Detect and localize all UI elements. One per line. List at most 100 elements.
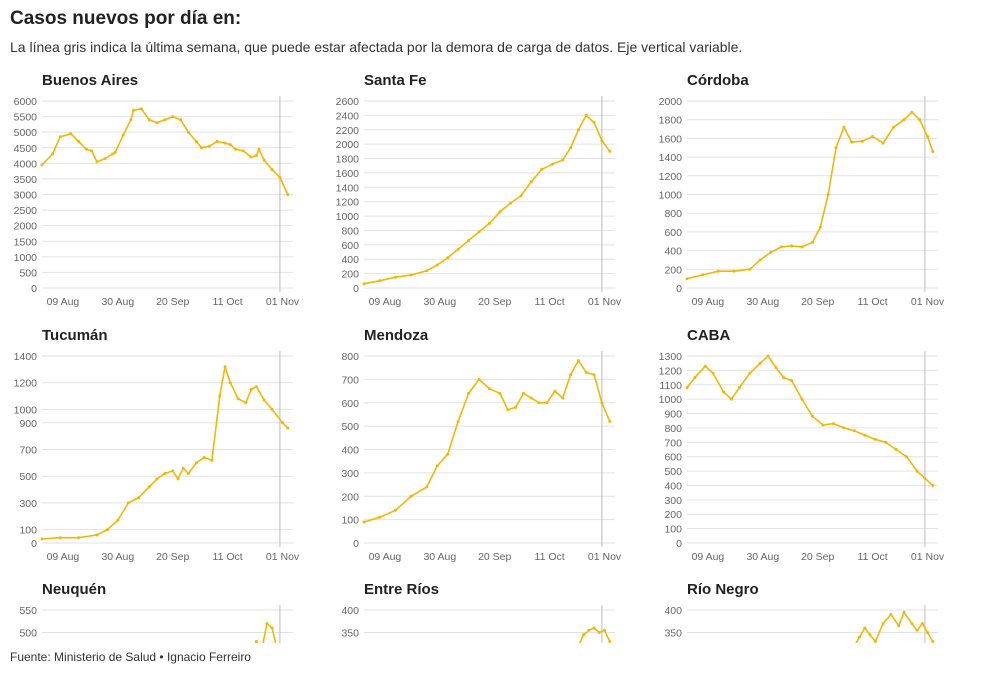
panel-plot: 350 400 — [664, 605, 938, 643]
data-point — [834, 146, 838, 150]
data-point — [863, 626, 867, 630]
chart-title: Casos nuevos por día en: — [10, 8, 242, 29]
y-tick-label: 600 — [664, 227, 682, 239]
y-tick-label: 500 — [19, 628, 37, 640]
data-point — [477, 230, 481, 234]
y-tick-label: 1500 — [14, 236, 38, 248]
y-tick-label: 100 — [19, 525, 37, 537]
y-tick-label: 900 — [19, 418, 37, 430]
data-point — [884, 440, 888, 444]
data-point — [95, 533, 99, 537]
data-point — [477, 377, 481, 381]
y-tick-label: 1400 — [336, 182, 360, 194]
panel-mendoza: Mendoza 0 100 200 300 400 500 600 700 800 09 Aug 3… — [322, 327, 653, 567]
panel-entre-rios: Entre Ríos 350 400 — [322, 581, 653, 643]
panel-plot: 350 400 — [341, 605, 615, 643]
y-tick-label: 2400 — [336, 110, 360, 122]
data-point — [603, 628, 606, 632]
data-point — [176, 477, 180, 481]
data-point — [608, 640, 612, 643]
panel-cordoba: Córdoba 0 200 400 600 800 1000 1200 1400 1600 180… — [645, 72, 976, 312]
data-point — [249, 387, 253, 391]
panel-plot: 0 500 1000 1500 2000 2500 3000 3500 4000 4500 5000… — [14, 96, 300, 308]
data-point — [889, 613, 893, 616]
y-tick-label: 1200 — [14, 378, 38, 390]
data-point — [40, 537, 44, 541]
data-point — [223, 141, 227, 145]
data-point — [147, 118, 151, 122]
data-point — [409, 273, 413, 277]
x-tick-label: 20 Sep — [478, 296, 511, 308]
data-point — [905, 455, 909, 459]
data-point — [194, 140, 198, 143]
panel-title: CABA — [687, 327, 731, 344]
data-point — [732, 269, 736, 273]
y-tick-label: 500 — [664, 466, 682, 478]
y-tick-label: 3000 — [14, 190, 38, 202]
data-point — [84, 147, 88, 151]
data-point — [931, 484, 935, 487]
data-point — [858, 635, 862, 639]
data-point — [868, 633, 872, 637]
data-point — [186, 472, 190, 475]
data-point — [223, 365, 227, 369]
data-point — [446, 256, 450, 260]
y-tick-label: 300 — [19, 498, 37, 510]
data-point — [147, 485, 151, 489]
data-point — [800, 397, 804, 401]
data-point — [262, 158, 266, 162]
data-point — [200, 146, 203, 150]
data-point — [860, 139, 864, 143]
y-tick-label: 4500 — [14, 143, 38, 155]
data-point — [561, 158, 565, 162]
data-point — [425, 485, 429, 489]
data-point — [254, 640, 258, 643]
data-point — [597, 631, 601, 634]
y-tick-label: 1200 — [659, 171, 683, 183]
series-line — [41, 107, 289, 195]
data-point — [514, 405, 518, 409]
y-tick-label: 800 — [664, 208, 682, 220]
x-tick-label: 20 Sep — [801, 296, 834, 308]
y-tick-label: 2200 — [336, 125, 360, 137]
data-point — [931, 150, 935, 153]
series-line — [686, 355, 934, 487]
x-tick-label: 30 Aug — [101, 551, 134, 563]
data-point — [584, 370, 588, 374]
y-tick-label: 1000 — [336, 211, 360, 223]
data-point — [254, 154, 258, 157]
data-point — [179, 118, 183, 122]
data-point — [711, 371, 715, 375]
y-tick-label: 500 — [19, 267, 37, 279]
y-tick-label: 400 — [341, 254, 359, 266]
data-point — [918, 118, 922, 122]
data-point — [910, 622, 914, 625]
data-point — [685, 386, 689, 390]
y-tick-label: 4000 — [14, 158, 38, 170]
y-tick-label: 700 — [341, 374, 359, 386]
y-tick-label: 1800 — [659, 115, 683, 127]
y-tick-label: 2000 — [336, 139, 360, 151]
data-point — [931, 640, 935, 643]
y-tick-label: 200 — [664, 509, 682, 521]
y-tick-label: 350 — [341, 628, 359, 640]
y-tick-label: 0 — [353, 283, 359, 295]
data-point — [871, 135, 875, 138]
y-tick-label: 500 — [341, 421, 359, 433]
x-tick-label: 11 Oct — [535, 296, 565, 308]
y-tick-label: 550 — [19, 605, 37, 617]
y-tick-label: 600 — [664, 452, 682, 464]
data-point — [576, 128, 580, 132]
data-point — [281, 421, 284, 425]
y-tick-label: 1000 — [659, 394, 683, 406]
y-tick-label: 1400 — [659, 152, 683, 164]
data-point — [600, 401, 604, 405]
data-point — [587, 628, 591, 632]
data-point — [270, 407, 274, 411]
data-point — [584, 113, 588, 117]
data-point — [77, 140, 81, 143]
y-tick-label: 400 — [341, 605, 359, 617]
y-tick-label: 1600 — [336, 168, 360, 180]
data-point — [467, 391, 471, 395]
data-point — [766, 354, 770, 358]
